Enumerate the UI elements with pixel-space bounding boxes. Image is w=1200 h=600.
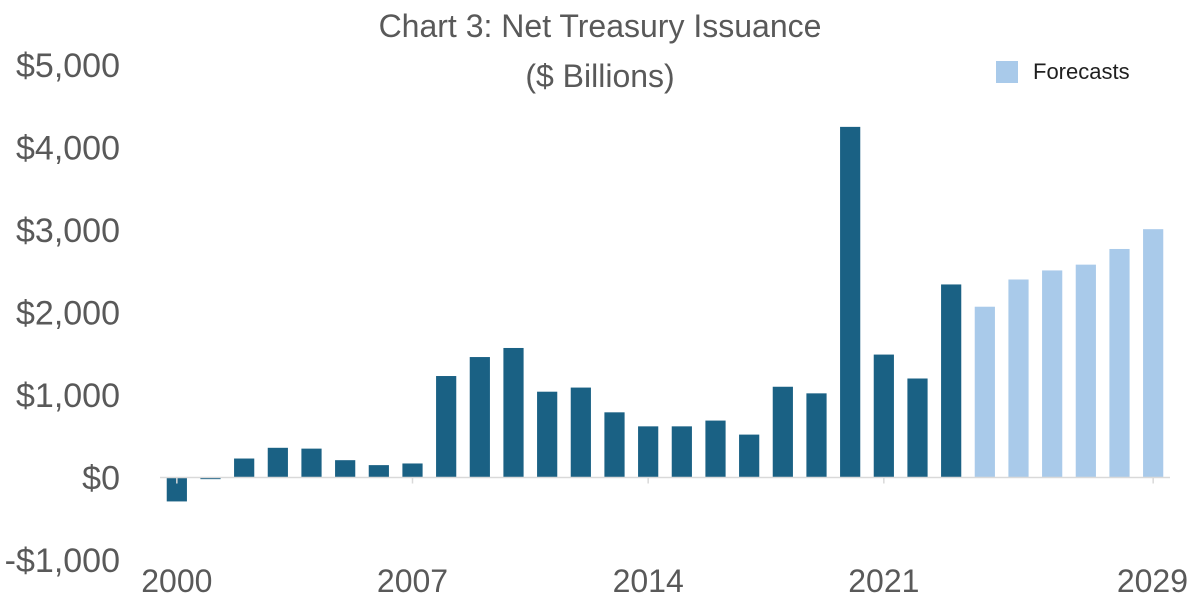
- bar-forecast-2025: [1008, 279, 1029, 478]
- bar-forecast-2029: [1143, 229, 1164, 478]
- x-tick-label: 2007: [377, 563, 448, 599]
- y-tick-label: $4,000: [16, 130, 120, 168]
- bar-actual-2021: [873, 354, 894, 478]
- bar-forecast-2024: [974, 306, 995, 478]
- legend-label-forecasts: Forecasts: [1033, 59, 1130, 84]
- y-tick-label: $5,000: [16, 47, 120, 85]
- chart-title-line2: ($ Billions): [525, 58, 674, 94]
- bar-actual-2023: [941, 284, 962, 478]
- x-axis: 2000 2007 2014 2021 2029: [141, 476, 1188, 599]
- y-tick-label: $0: [82, 460, 120, 498]
- bar-actual-2004: [301, 448, 322, 478]
- legend-swatch-forecasts: [996, 61, 1018, 83]
- bar-actual-2012: [570, 387, 591, 478]
- bar-actual-2006: [368, 465, 389, 478]
- y-axis: $5,000 $4,000 $3,000 $2,000 $1,000 $0 -$1,000: [5, 47, 120, 580]
- bar-actual-2000: [166, 477, 187, 502]
- bar-actual-2016: [705, 420, 726, 478]
- legend: Forecasts: [996, 59, 1130, 84]
- bar-forecast-2026: [1042, 270, 1063, 478]
- y-tick-label: $3,000: [16, 212, 120, 250]
- bar-actual-2014: [638, 426, 659, 478]
- chart-title-line1: Chart 3: Net Treasury Issuance: [379, 8, 822, 44]
- bar-actual-2017: [739, 434, 760, 478]
- bar-actual-2003: [267, 447, 288, 478]
- x-tick-label: 2029: [1117, 563, 1188, 599]
- bar-actual-2010: [503, 347, 524, 478]
- bar-actual-2015: [671, 426, 692, 478]
- y-tick-label: $1,000: [16, 377, 120, 415]
- y-tick-label: -$1,000: [5, 542, 120, 580]
- x-tick-label: 2014: [613, 563, 684, 599]
- bar-forecast-2028: [1109, 248, 1130, 478]
- y-tick-label: $2,000: [16, 295, 120, 333]
- bar-actual-2018: [772, 386, 793, 478]
- bar-actual-2013: [604, 412, 625, 478]
- x-tick-label: 2000: [141, 563, 212, 599]
- bar-forecast-2027: [1075, 264, 1096, 478]
- bar-actual-2009: [469, 357, 490, 478]
- bar-actual-2022: [907, 378, 928, 478]
- bar-actual-2001: [200, 477, 221, 480]
- bar-actual-2008: [436, 376, 457, 478]
- bar-actual-2002: [234, 458, 255, 478]
- bars: [166, 126, 1164, 502]
- bar-actual-2011: [537, 391, 558, 478]
- bar-actual-2005: [335, 460, 356, 478]
- x-tick-label: 2021: [848, 563, 919, 599]
- bar-actual-2007: [402, 463, 423, 478]
- bar-actual-2020: [840, 126, 861, 478]
- bar-actual-2019: [806, 393, 827, 478]
